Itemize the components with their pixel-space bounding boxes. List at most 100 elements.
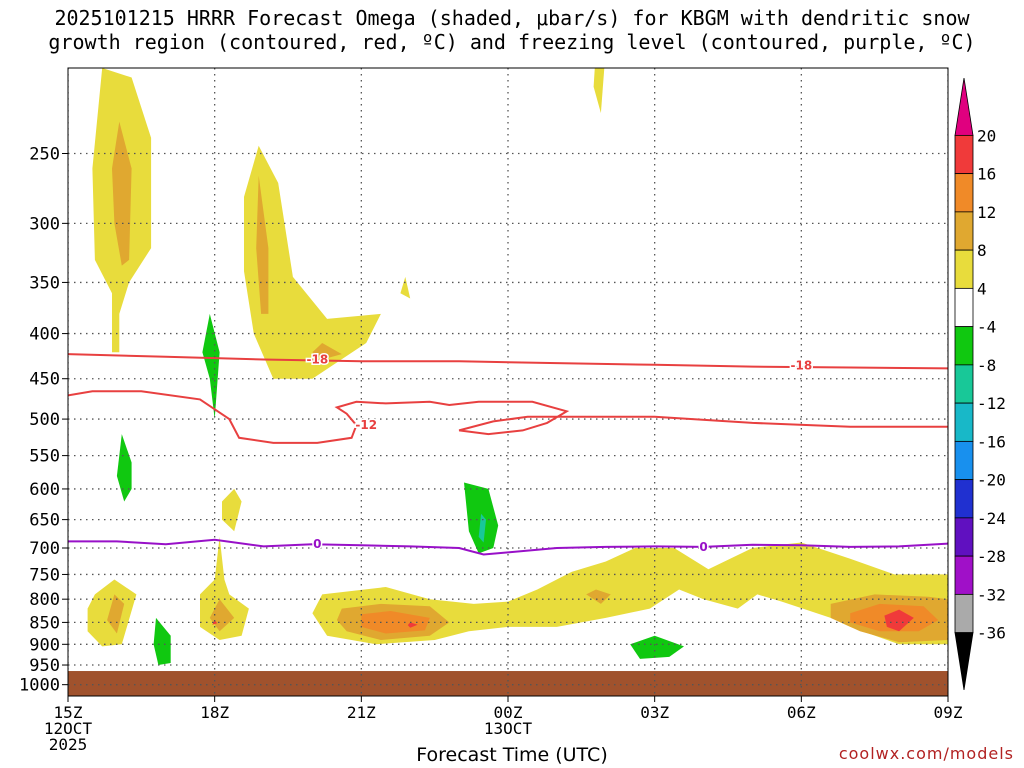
omega-region-11 [116,434,132,502]
y-tick-label-600: 600 [29,480,60,500]
colorbar-label-0: 20 [977,126,996,145]
omega-region-7 [593,68,605,114]
y-tick-label-700: 700 [29,539,60,559]
omega-region-37 [884,609,914,632]
x-tick-label-15-0: 06Z [787,703,816,722]
x-tick-label-6-0: 21Z [347,703,376,722]
omega-region-40 [630,635,684,659]
omega-region-20 [649,361,714,408]
y-tick-label-550: 550 [29,447,60,467]
omega-region-15 [407,90,435,183]
x-tick-label-12-0: 03Z [640,703,669,722]
omega-region-30 [312,542,948,645]
y-axis-ticks: 2503003504004505005506006507007508008509… [19,144,68,696]
x-tick-label-0-2: 2025 [49,735,88,754]
x-axis-label: Forecast Time (UTC) [0,744,1024,766]
x-axis-label-text: Forecast Time (UTC) [416,744,608,766]
y-tick-label-800: 800 [29,590,60,610]
y-tick-label-250: 250 [29,144,60,164]
y-tick-label-350: 350 [29,273,60,293]
y-tick-label-400: 400 [29,325,60,345]
colorbar-label-9: -20 [977,471,1006,490]
colorbar-label-11: -28 [977,547,1006,566]
omega-region-39 [153,617,171,665]
chart-title-line-1: 2025101215 HRRR Forecast Omega (shaded, … [54,6,970,30]
grid-lines [68,68,948,696]
x-tick-label-0-1: 12OCT [44,719,93,738]
omega-region-29 [107,594,125,634]
omega-region-38 [68,599,948,673]
colorbar-bin-12 [954,555,974,595]
omega-region-24 [222,488,242,532]
chart-title: 2025101215 HRRR Forecast Omega (shaded, … [0,6,1024,54]
colorbar-bin-9 [954,440,974,481]
contour-line-0 [68,353,948,370]
omega-region-5 [195,48,200,58]
contour-label-4: 0 [699,540,707,554]
omega-region-23 [838,488,851,520]
colorbar-bin-8 [954,402,974,442]
omega-shading [68,48,948,673]
y-tick-label-750: 750 [29,565,60,585]
colorbar-bin-5 [954,287,974,328]
x-tick-label-0-0: 15Z [54,703,83,722]
colorbar-bin-7 [954,364,974,404]
y-tick-label-950: 950 [29,656,60,676]
colorbar-label-2: 12 [977,203,996,222]
contour-label-0: -18 [306,353,328,367]
omega-region-16 [434,190,464,272]
plot-area: -18 -18 -12 0 0 [68,48,948,696]
contour-label-1: -18 [790,359,812,373]
colorbar: 20 16 12 8 4 -4 -8 -12 -16 -20 -24 -28 -32 -36 [954,77,1006,691]
contour-line-3 [68,538,948,556]
omega-region-3 [256,175,269,314]
colorbar-label-10: -24 [977,509,1006,528]
omega-region-6 [400,276,411,299]
contour-label-2: -12 [355,418,377,432]
colorbar-label-12: -32 [977,585,1006,604]
omega-region-33 [407,622,418,628]
y-tick-label-900: 900 [29,635,60,655]
contour-line-2 [68,390,948,444]
contour-label-3: 0 [313,537,321,551]
y-tick-label-850: 850 [29,613,60,633]
colorbar-label-6: -8 [977,356,996,375]
y-tick-label-1000: 1000 [19,676,60,696]
x-tick-label-18-0: 09Z [934,703,963,722]
y-tick-label-450: 450 [29,370,60,390]
colorbar-cap-top [954,77,974,136]
omega-region-17 [510,161,535,211]
y-tick-label-650: 650 [29,511,60,531]
colorbar-label-7: -12 [977,394,1006,413]
colorbar-bin-3 [954,211,974,251]
colorbar-cap-bottom [954,632,974,691]
site-credit: coolwx.com/models [838,744,1014,763]
omega-region-32 [361,611,430,634]
x-tick-label-9-0: 00Z [494,703,523,722]
contour-lines: -18 -18 -12 0 0 [68,351,948,556]
omega-region-1 [112,121,132,266]
omega-region-21 [781,190,807,243]
y-tick-label-300: 300 [29,214,60,234]
colorbar-bin-1 [954,134,974,175]
x-tick-label-9-1: 13OCT [484,719,533,738]
omega-region-18 [534,303,557,362]
omega-region-14 [478,513,486,543]
colorbar-bin-4 [954,249,974,289]
omega-region-27 [212,620,218,625]
x-tick-label-3-0: 18Z [200,703,229,722]
omega-region-19 [691,108,714,151]
colorbar-bin-11 [954,517,974,557]
omega-region-4 [312,343,342,360]
omega-region-34 [586,589,611,604]
colorbar-bin-10 [954,479,974,519]
colorbar-label-8: -16 [977,432,1006,451]
omega-region-22 [840,210,895,249]
colorbar-label-13: -36 [977,624,1006,643]
chart-title-line-2: growth region (contoured, red, ºC) and f… [48,30,976,54]
colorbar-label-4: 4 [977,279,987,298]
colorbar-label-1: 16 [977,165,996,184]
colorbar-bin-13 [954,593,974,634]
